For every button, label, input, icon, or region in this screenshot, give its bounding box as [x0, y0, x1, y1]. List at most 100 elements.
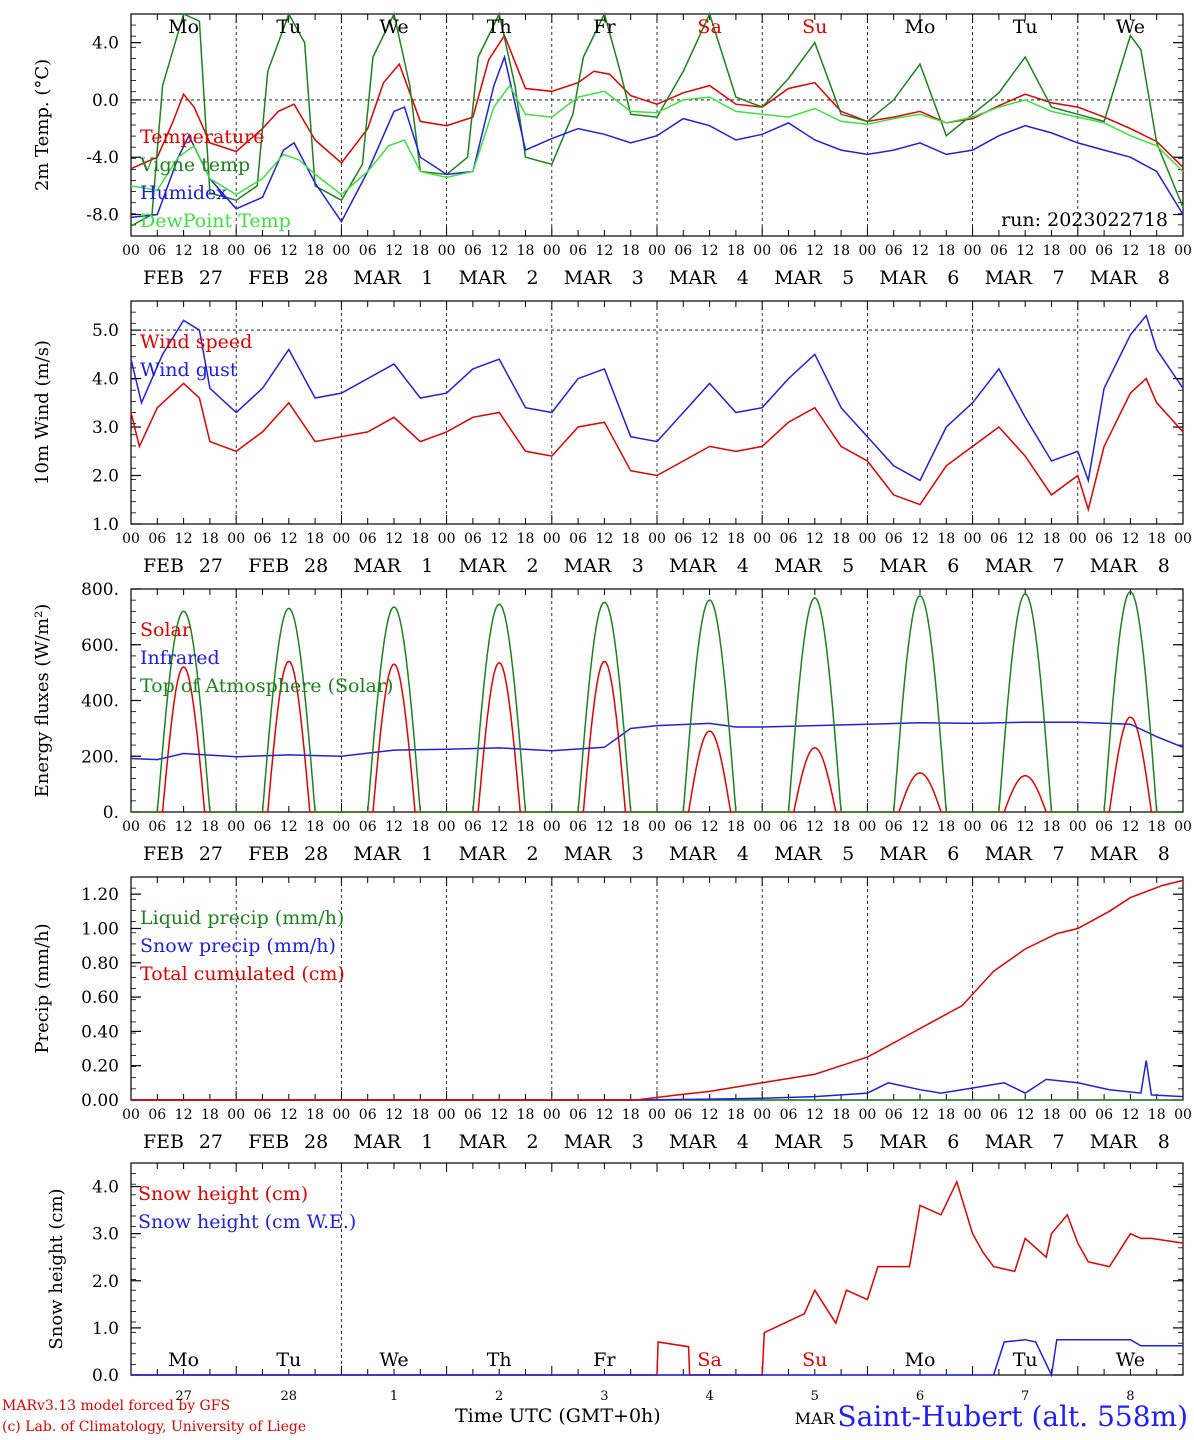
hour-label: 18 — [727, 531, 745, 547]
date-day-label: 28 — [304, 555, 328, 577]
hour-label: 18 — [517, 1107, 535, 1123]
legend-entry: Wind speed — [140, 331, 252, 353]
hour-label: 18 — [306, 531, 324, 547]
hour-label: 00 — [438, 243, 456, 259]
hour-label: 00 — [753, 531, 771, 547]
hour-label: 18 — [622, 1107, 640, 1123]
hour-label: 12 — [385, 819, 403, 835]
date-month-label: MAR — [774, 555, 822, 577]
legend-entry: Total cumulated (cm) — [140, 963, 345, 985]
hour-label: 00 — [1174, 531, 1192, 547]
hour-label: 00 — [122, 243, 140, 259]
day-name-label: Mo — [905, 1349, 936, 1371]
legend-entry: Humidex — [140, 182, 227, 204]
hour-label: 12 — [385, 1107, 403, 1123]
bottom-day-number: 4 — [705, 1389, 713, 1404]
y-tick-label: 4.0 — [92, 34, 119, 54]
hour-label: 00 — [1069, 243, 1087, 259]
hour-label: 12 — [911, 1107, 929, 1123]
hour-label: 12 — [701, 243, 719, 259]
hour-label: 18 — [517, 243, 535, 259]
y-tick-label: 600. — [81, 636, 119, 656]
hour-label: 06 — [148, 819, 166, 835]
hour-label: 06 — [569, 531, 587, 547]
date-month-label: FEB — [143, 1131, 184, 1153]
y-axis-label: Snow height (cm) — [46, 1188, 67, 1349]
hour-label: 00 — [332, 243, 350, 259]
day-name-label: We — [379, 16, 408, 38]
day-name-label: Tu — [1013, 1349, 1038, 1371]
hour-label: 18 — [1043, 531, 1061, 547]
legend-entry: Liquid precip (mm/h) — [140, 907, 344, 929]
date-day-label: 28 — [304, 843, 328, 865]
hour-label: 00 — [753, 243, 771, 259]
hour-label: 06 — [674, 531, 692, 547]
hour-label: 06 — [990, 243, 1008, 259]
date-month-label: MAR — [879, 555, 927, 577]
plot-frame — [130, 588, 1184, 813]
hour-label: 00 — [648, 1107, 666, 1123]
hour-label: 06 — [674, 1107, 692, 1123]
date-day-label: 1 — [421, 1131, 433, 1153]
station-label: Saint-Hubert (alt. 558m) — [837, 1400, 1188, 1433]
hour-label: 00 — [122, 1107, 140, 1123]
hour-label: 00 — [964, 243, 982, 259]
date-month-label: MAR — [879, 267, 927, 289]
series-line — [130, 313, 1184, 484]
date-day-label: 5 — [842, 1131, 854, 1153]
hour-label: 18 — [306, 819, 324, 835]
hour-label: 00 — [753, 819, 771, 835]
date-day-label: 8 — [1158, 1131, 1170, 1153]
hour-label: 18 — [937, 243, 955, 259]
bottom-day-number: 6 — [916, 1389, 924, 1404]
hour-label: 18 — [937, 819, 955, 835]
date-month-label: MAR — [564, 843, 612, 865]
hour-label: 06 — [254, 243, 272, 259]
day-name-label: Sa — [697, 16, 721, 38]
date-month-label: MAR — [774, 1131, 822, 1153]
hour-label: 06 — [885, 819, 903, 835]
bottom-day-number: 3 — [600, 1389, 608, 1404]
hour-label: 06 — [464, 819, 482, 835]
date-day-label: 27 — [199, 267, 223, 289]
day-name-label: We — [1116, 16, 1145, 38]
date-day-label: 4 — [737, 555, 749, 577]
hour-label: 06 — [990, 819, 1008, 835]
y-tick-label: 5.0 — [92, 321, 119, 341]
hour-label: 00 — [1069, 1107, 1087, 1123]
y-tick-label: 800. — [81, 580, 119, 600]
date-day-label: 2 — [527, 1131, 539, 1153]
hour-label: 00 — [227, 531, 245, 547]
hour-label: 06 — [674, 819, 692, 835]
hour-label: 18 — [201, 243, 219, 259]
credit-line-1: MARv3.13 model forced by GFS — [2, 1398, 231, 1414]
hour-label: 00 — [964, 819, 982, 835]
hour-label: 18 — [727, 819, 745, 835]
date-day-label: 1 — [421, 555, 433, 577]
date-day-label: 2 — [527, 843, 539, 865]
hour-label: 06 — [148, 1107, 166, 1123]
hour-label: 18 — [1148, 531, 1166, 547]
hour-label: 18 — [306, 243, 324, 259]
bottom-day-number: 1 — [390, 1389, 398, 1404]
y-tick-label: 400. — [81, 692, 119, 712]
hour-label: 00 — [964, 531, 982, 547]
date-month-label: MAR — [459, 843, 507, 865]
hour-label: 00 — [438, 819, 456, 835]
day-name-label: Mo — [168, 1349, 199, 1371]
hour-label: 18 — [622, 531, 640, 547]
day-name-label: Tu — [1013, 16, 1038, 38]
hour-label: 00 — [648, 243, 666, 259]
legend-entry: Temperature — [140, 126, 264, 148]
hour-label: 00 — [1174, 819, 1192, 835]
day-name-label: Tu — [276, 16, 301, 38]
hour-label: 06 — [1095, 243, 1113, 259]
panel-5: 4.0 3.0 2.0 1.0 0.0 Snow height (cm) Snow heig… — [46, 1162, 1184, 1428]
hour-label: 06 — [148, 531, 166, 547]
panel-4: 1.20 1.00 0.80 0.60 0.40 0.20 0.00 Precip (mm/h… — [32, 876, 1192, 1153]
bottom-day-number: 27 — [175, 1389, 192, 1404]
date-day-label: 27 — [199, 1131, 223, 1153]
hour-label: 06 — [1095, 1107, 1113, 1123]
hour-label: 00 — [122, 531, 140, 547]
